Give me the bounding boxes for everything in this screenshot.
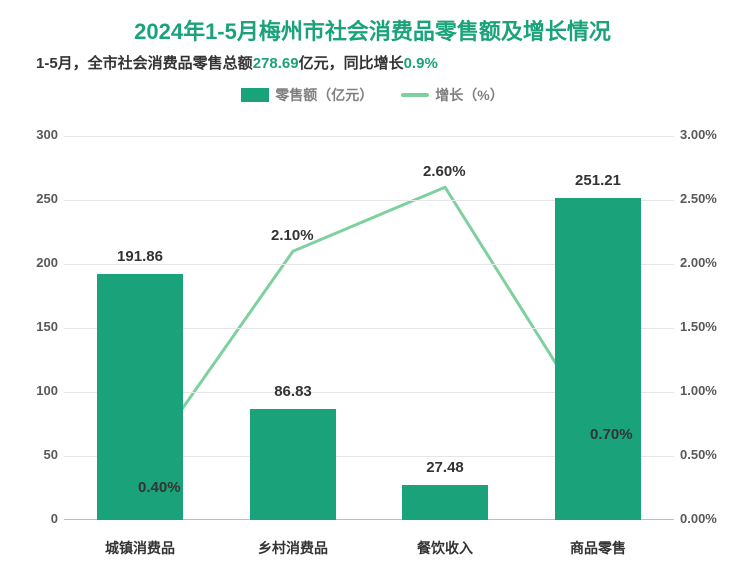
y-right-tick: 2.50% [680,191,736,206]
chart-title: 2024年1-5月梅州市社会消费品零售额及增长情况 [0,0,745,46]
growth-value-label: 2.10% [271,227,314,244]
legend-item-bar: 零售额（亿元） [241,85,373,105]
y-right-tick: 1.50% [680,319,736,334]
chart-plot-area: 0501001502002503000.00%0.50%1.00%1.50%2.… [64,136,674,520]
bar-value-label: 27.48 [395,459,495,476]
bar [555,198,641,520]
x-category-label: 城镇消费品 [80,538,200,558]
legend: 零售额（亿元） 增长（%） [0,85,745,105]
bar [250,409,336,520]
growth-value-label: 2.60% [423,163,466,180]
bar-value-label: 191.86 [90,248,190,265]
gridline [64,136,674,137]
y-right-tick: 1.00% [680,383,736,398]
x-category-label: 商品零售 [538,538,658,558]
x-category-label: 乡村消费品 [233,538,353,558]
legend-item-line: 增长（%） [401,85,503,105]
bar-value-label: 251.21 [548,172,648,189]
y-right-tick: 0.50% [680,447,736,462]
subtitle-prefix: 1-5月，全市社会消费品零售总额 [36,55,253,72]
y-left-tick: 0 [24,511,58,526]
y-left-tick: 250 [24,191,58,206]
bar [402,485,488,520]
x-category-label: 餐饮收入 [385,538,505,558]
y-left-tick: 50 [24,447,58,462]
legend-swatch-bar [241,88,269,102]
y-right-tick: 0.00% [680,511,736,526]
subtitle-mid: 亿元，同比增长 [299,55,404,72]
chart-subtitle: 1-5月，全市社会消费品零售总额278.69亿元，同比增长0.9% [0,52,745,73]
growth-value-label: 0.70% [590,426,633,443]
y-left-tick: 300 [24,127,58,142]
growth-value-label: 0.40% [138,479,181,496]
y-left-tick: 150 [24,319,58,334]
bar-value-label: 86.83 [243,383,343,400]
legend-swatch-line [401,93,429,97]
subtitle-value-1: 278.69 [253,55,299,72]
subtitle-value-2: 0.9% [404,55,438,72]
legend-line-label: 增长（%） [435,85,503,105]
y-right-tick: 2.00% [680,255,736,270]
y-left-tick: 200 [24,255,58,270]
y-left-tick: 100 [24,383,58,398]
legend-bar-label: 零售额（亿元） [275,85,373,105]
y-right-tick: 3.00% [680,127,736,142]
